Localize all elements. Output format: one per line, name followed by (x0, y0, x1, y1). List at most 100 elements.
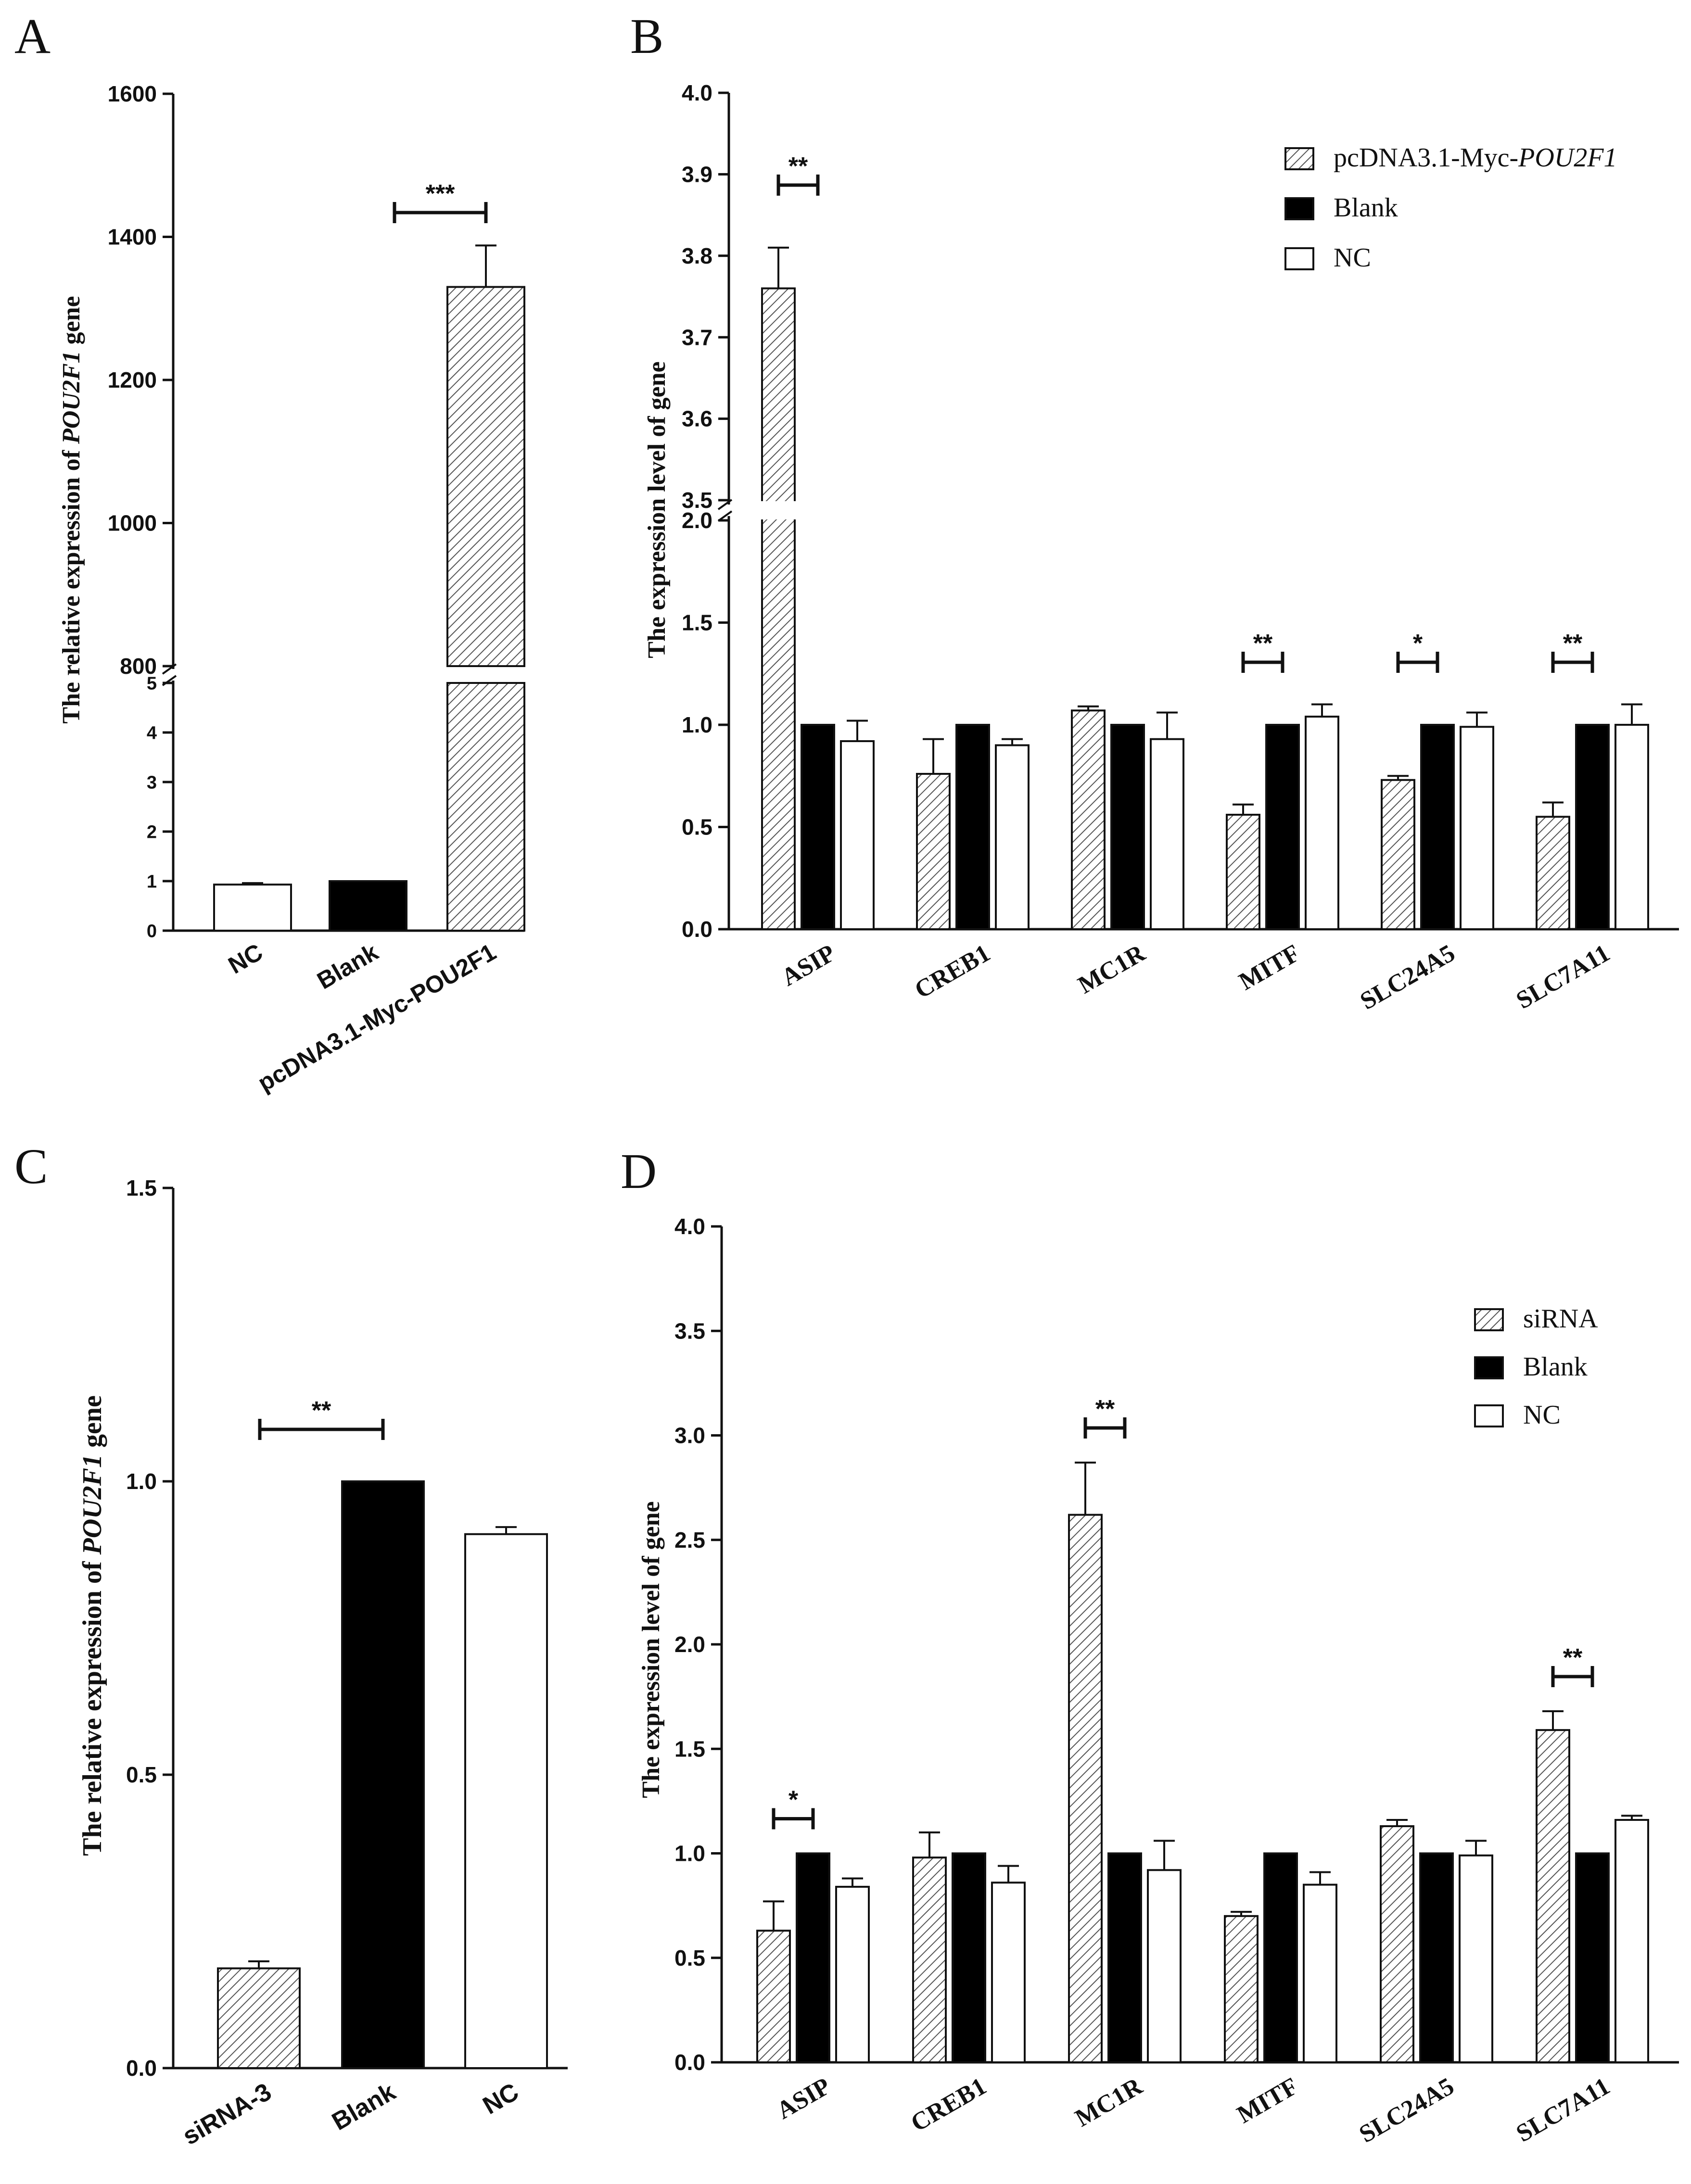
bar (796, 1852, 830, 2063)
bar-break-gap (445, 667, 526, 682)
bar (952, 1852, 986, 2063)
legend-label: pcDNA3.1-Myc-POU2F1 (1334, 143, 1617, 173)
y-upper-tick-label: 3.6 (682, 406, 712, 431)
bar (1265, 724, 1300, 930)
x-tick-label: CREB1 (910, 939, 995, 1004)
y-upper-tick-label: 1400 (108, 225, 157, 250)
legend-swatch (1284, 197, 1314, 220)
panel-label-a: A (14, 9, 51, 64)
significance-label: *** (426, 180, 455, 208)
bar (1419, 1852, 1454, 2063)
x-tick-label: MC1R (1073, 939, 1150, 999)
bar (991, 1881, 1026, 2064)
bar (1575, 1852, 1610, 2063)
bar (213, 884, 292, 932)
bar (446, 286, 525, 667)
bar (835, 1886, 870, 2064)
y-lower-tick-label: 4 (147, 723, 157, 743)
x-tick-label: Blank (313, 938, 383, 995)
y-tick-label: 1.5 (126, 1175, 157, 1200)
y-axis-label-gene: POU2F1 (58, 351, 85, 444)
y-tick-label: 3.0 (674, 1423, 705, 1448)
legend-swatch (1284, 147, 1314, 170)
y-tick-label: 1.0 (674, 1841, 705, 1866)
y-upper-tick-label: 1000 (108, 511, 157, 536)
y-axis-label-suffix: gene (77, 1395, 107, 1454)
y-tick-label: 4.0 (674, 1214, 705, 1239)
y-upper-tick-label: 1600 (108, 81, 157, 106)
y-axis-label: The expression level of gene (637, 1501, 665, 1798)
panel-label-c: C (14, 1139, 48, 1194)
bar (955, 724, 990, 930)
legend-label-gene: POU2F1 (1518, 143, 1617, 173)
y-upper-tick-label: 3.7 (682, 325, 712, 350)
legend-swatch (1474, 1356, 1504, 1379)
y-axis-label-prefix: The relative expression of (58, 444, 85, 724)
bar (1615, 1818, 1649, 2063)
bar (217, 1967, 301, 2070)
bar (1420, 724, 1455, 930)
significance-label: ** (788, 152, 808, 180)
y-tick-label: 0.5 (674, 1945, 705, 1970)
bar (1110, 724, 1145, 930)
y-axis-label: The expression level of gene (643, 361, 671, 658)
bar (1575, 724, 1610, 930)
y-axis-label: The relative expression of POU2F1 gene (77, 1395, 107, 1856)
y-axis-label: The relative expression of POU2F1 gene (58, 296, 85, 723)
x-tick-label: SLC24A5 (1355, 2072, 1459, 2148)
y-upper-tick-label: 3.8 (682, 243, 712, 268)
significance-label: * (788, 1786, 799, 1814)
x-tick-label: ASIP (777, 939, 840, 992)
bar (761, 287, 796, 930)
x-tick-label: NC (478, 2078, 523, 2120)
x-tick-label: CREB1 (906, 2072, 991, 2137)
x-tick-label: MITF (1234, 939, 1305, 996)
bar (1380, 1825, 1414, 2063)
axis-break-mark (717, 499, 733, 510)
legend-label: siRNA (1523, 1304, 1598, 1334)
y-lower-tick-label: 0 (147, 921, 157, 941)
bar (1150, 738, 1184, 930)
x-tick-label: SLC24A5 (1356, 939, 1460, 1015)
x-tick-label: SLC7A11 (1512, 2072, 1615, 2147)
y-upper-tick-label: 4.0 (682, 80, 712, 105)
legend-label: Blank (1523, 1352, 1588, 1382)
legend-swatch (1284, 247, 1314, 270)
significance-label: ** (1563, 630, 1583, 657)
bar (916, 773, 951, 930)
axis-break-mark (717, 510, 733, 522)
y-lower-tick-label: 1.5 (682, 610, 712, 635)
panel-label-d: D (621, 1144, 657, 1199)
chart-c: 0.0 0.5 1.0 1.5 siRNA-3 Blank NC ** The relative… (77, 1175, 568, 2151)
chart-d: 0.0 0.5 1.0 1.5 2.0 2.5 3.0 3.5 4.0 ASIP CREB1 MC1R… (637, 1214, 1679, 2148)
bar (1226, 814, 1260, 930)
y-lower-tick-label: 2 (147, 822, 157, 842)
bar (840, 740, 875, 930)
y-tick-label: 2.0 (674, 1632, 705, 1657)
bar (995, 744, 1030, 930)
y-tick-label: 0.5 (126, 1762, 157, 1787)
x-tick-label: NC (224, 938, 267, 979)
bar (1071, 709, 1106, 930)
bar (1224, 1915, 1259, 2064)
bar (1305, 716, 1339, 930)
axis-break-mark (162, 675, 177, 686)
bar (912, 1856, 947, 2063)
legend-label: Blank (1334, 193, 1398, 223)
legend-label-prefix: pcDNA3.1-Myc- (1334, 143, 1518, 173)
y-tick-label: 1.0 (126, 1469, 157, 1494)
bar (801, 724, 835, 930)
bar (329, 880, 407, 932)
bar (1536, 1729, 1570, 2063)
legend-label: NC (1334, 243, 1371, 273)
y-lower-tick-label: 0.0 (682, 917, 712, 942)
y-lower-tick-label: 5 (147, 673, 157, 694)
y-tick-label: 0.0 (126, 2056, 157, 2081)
y-tick-label: 3.5 (674, 1318, 705, 1343)
bar (341, 1480, 425, 2069)
x-tick-label: siRNA-3 (178, 2078, 276, 2150)
y-lower-tick-label: 3 (147, 772, 157, 793)
y-lower-tick-label: 2.0 (682, 508, 712, 533)
